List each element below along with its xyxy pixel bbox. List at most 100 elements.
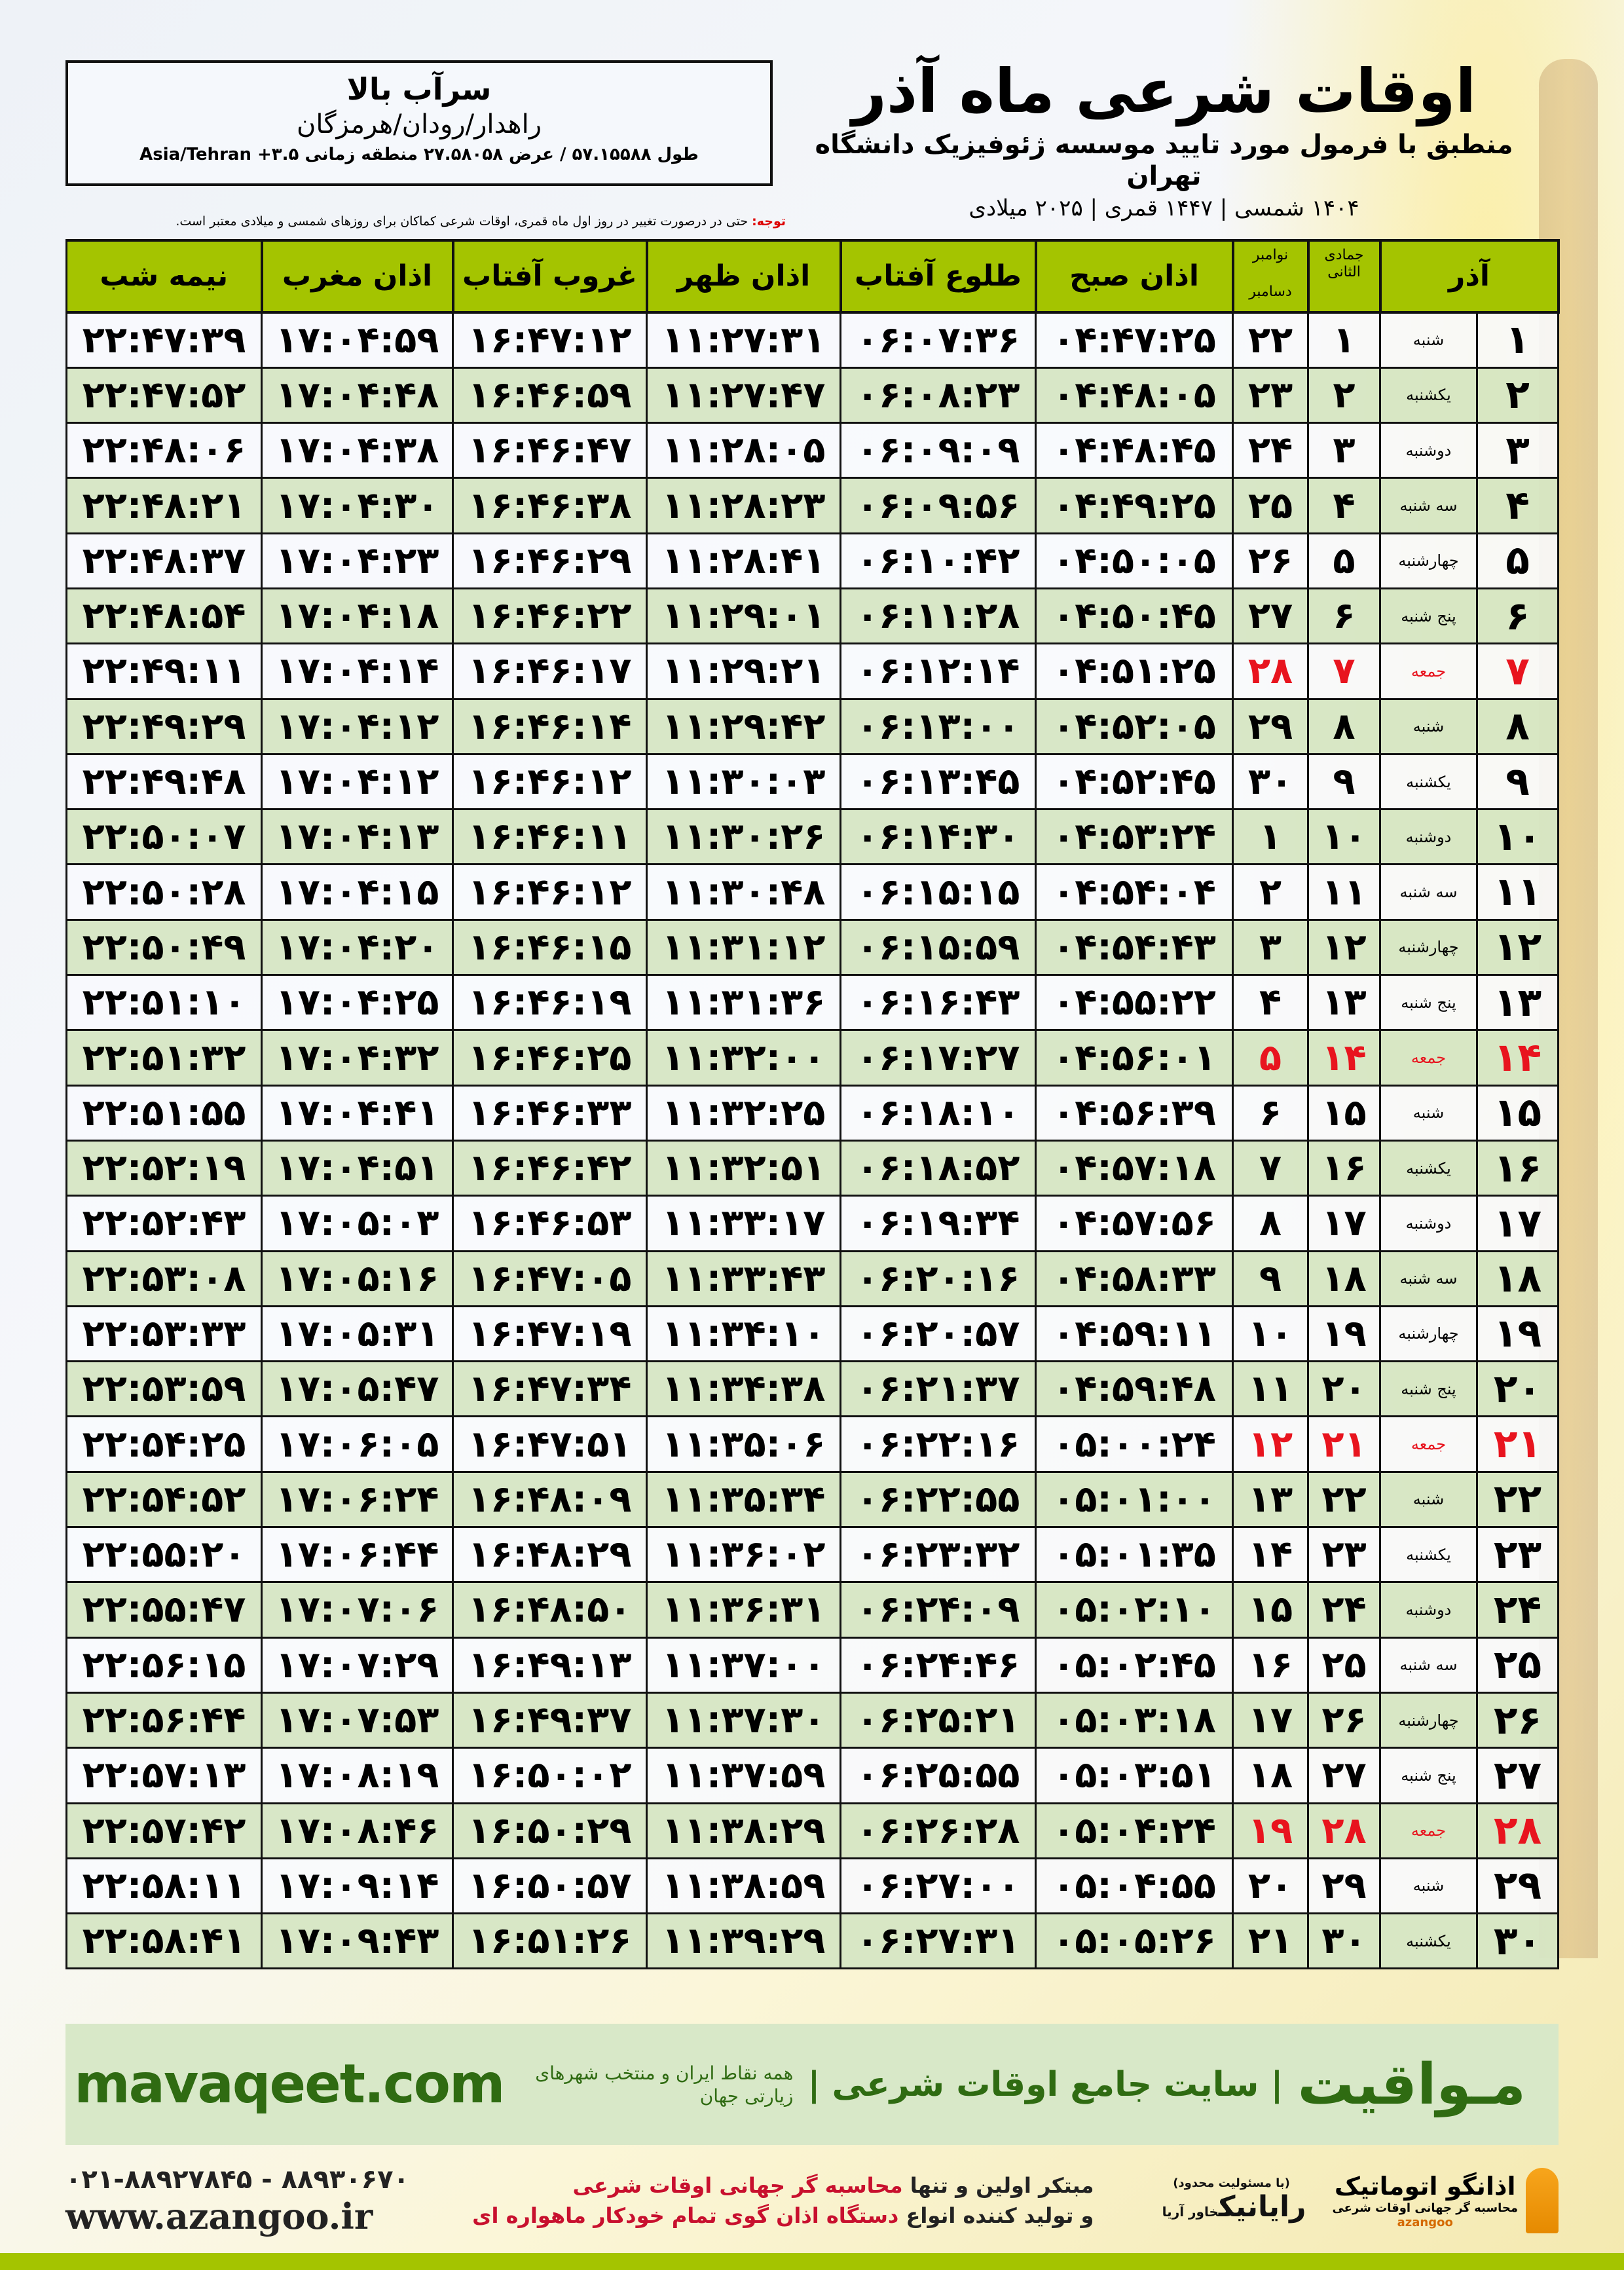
azangoo-en: azangoo (1397, 2215, 1453, 2229)
cell-sunrise: ۰۶:۰۸:۲۳ (840, 366, 1037, 424)
cell-hijri-day: ۹ (1307, 753, 1381, 811)
cell-weekday: جمعه (1379, 1415, 1478, 1473)
cell-maghrib: ۱۷:۰۴:۳۰ (261, 477, 454, 534)
mavaqeet-logo: مـواقیت (1297, 2051, 1526, 2117)
header-sunset: غروب آفتاب (452, 239, 648, 314)
cell-maghrib: ۱۷:۰۴:۴۸ (261, 366, 454, 424)
cell-dhuhr: ۱۱:۲۸:۰۵ (646, 422, 841, 479)
cell-gregorian-day: ۱۴ (1232, 1526, 1309, 1584)
cell-midnight: ۲۲:۵۲:۱۹ (65, 1139, 263, 1197)
cell-weekday: شنبه (1379, 1084, 1478, 1142)
cell-sunset: ۱۶:۴۶:۱۲ (452, 863, 648, 921)
cell-gregorian-day: ۱۸ (1232, 1747, 1309, 1804)
cell-midnight: ۲۲:۵۴:۵۲ (65, 1470, 263, 1529)
cell-hijri-day: ۳۰ (1307, 1912, 1381, 1970)
cell-sunset: ۱۶:۵۰:۲۹ (452, 1802, 648, 1859)
cell-fajr: ۰۴:۵۸:۳۳ (1035, 1250, 1234, 1307)
footer-logos: اذانگو اتوماتیک محاسبه گر جهانی اوقات شر… (1157, 2168, 1559, 2233)
cell-day: ۲۲ (1476, 1470, 1559, 1529)
header-maghrib: اذان مغرب (261, 239, 454, 314)
cell-dhuhr: ۱۱:۳۸:۵۹ (646, 1857, 841, 1915)
table-row: ۱ شنبه ۱ ۲۲ ۰۴:۴۷:۲۵ ۰۶:۰۷:۳۶ ۱۱:۲۷:۳۱ ۱۶:۴۷:۱۲… (65, 311, 1559, 369)
cell-day: ۳۰ (1476, 1912, 1559, 1970)
cell-sunrise: ۰۶:۲۷:۳۱ (840, 1912, 1037, 1970)
cell-hijri-day: ۲۵ (1307, 1636, 1381, 1694)
cell-maghrib: ۱۷:۰۴:۵۱ (261, 1139, 454, 1197)
cell-maghrib: ۱۷:۰۶:۴۴ (261, 1526, 454, 1584)
cell-fajr: ۰۵:۰۱:۳۵ (1035, 1526, 1234, 1584)
region-name: راهدار/رودان/هرمزگان (296, 109, 542, 140)
cell-maghrib: ۱۷:۰۹:۴۳ (261, 1912, 454, 1970)
cell-maghrib: ۱۷:۰۷:۰۶ (261, 1581, 454, 1639)
cell-day: ۲۱ (1476, 1415, 1559, 1473)
azangoo-url[interactable]: www.azangoo.ir (65, 2195, 373, 2237)
cell-fajr: ۰۴:۵۶:۳۹ (1035, 1084, 1234, 1142)
cell-hijri-day: ۲۸ (1307, 1802, 1381, 1859)
cell-sunrise: ۰۶:۱۱:۲۸ (840, 587, 1037, 645)
bottom-strip (0, 2253, 1624, 2270)
cell-midnight: ۲۲:۴۸:۳۷ (65, 532, 263, 589)
cell-midnight: ۲۲:۵۳:۰۸ (65, 1250, 263, 1307)
prayer-times-table: آذر جمادی الثانی نوامبر دسامبر اذان صبح ط… (65, 239, 1560, 1970)
cell-hijri-day: ۱۷ (1307, 1195, 1381, 1252)
cell-sunrise: ۰۶:۲۵:۲۱ (840, 1691, 1037, 1749)
cell-dhuhr: ۱۱:۳۷:۳۰ (646, 1691, 841, 1749)
cell-midnight: ۲۲:۴۸:۰۶ (65, 422, 263, 479)
cell-day: ۲۶ (1476, 1691, 1559, 1749)
cell-gregorian-day: ۲۳ (1232, 366, 1309, 424)
cell-sunset: ۱۶:۴۷:۱۹ (452, 1305, 648, 1363)
cell-gregorian-day: ۲۷ (1232, 587, 1309, 645)
table-row: ۱۸ سه شنبه ۱۸ ۹ ۰۴:۵۸:۳۳ ۰۶:۲۰:۱۶ ۱۱:۳۳:۴۳ ۱۶:۴… (65, 1250, 1559, 1307)
cell-sunrise: ۰۶:۱۵:۱۵ (840, 863, 1037, 921)
cell-midnight: ۲۲:۵۷:۴۲ (65, 1802, 263, 1859)
cell-dhuhr: ۱۱:۳۱:۱۲ (646, 918, 841, 977)
cell-weekday: یکشنبه (1379, 1139, 1478, 1197)
cell-dhuhr: ۱۱:۳۴:۱۰ (646, 1305, 841, 1363)
cell-sunset: ۱۶:۴۷:۰۵ (452, 1250, 648, 1307)
header-greg-top: نوامبر (1252, 247, 1289, 263)
cell-midnight: ۲۲:۴۷:۵۲ (65, 366, 263, 424)
cell-sunrise: ۰۶:۱۹:۳۴ (840, 1195, 1037, 1252)
cell-fajr: ۰۵:۰۲:۴۵ (1035, 1636, 1234, 1694)
cell-hijri-day: ۱۱ (1307, 863, 1381, 921)
cell-fajr: ۰۴:۴۸:۰۵ (1035, 366, 1234, 424)
cell-weekday: شنبه (1379, 1857, 1478, 1915)
cell-sunset: ۱۶:۴۶:۱۹ (452, 974, 648, 1032)
cell-sunrise: ۰۶:۱۸:۵۲ (840, 1139, 1037, 1197)
cell-sunrise: ۰۶:۲۰:۵۷ (840, 1305, 1037, 1363)
cell-sunrise: ۰۶:۱۳:۴۵ (840, 753, 1037, 811)
cell-day: ۱۸ (1476, 1250, 1559, 1307)
cell-weekday: دوشنبه (1379, 1581, 1478, 1639)
cell-day: ۵ (1476, 532, 1559, 589)
cell-day: ۱۵ (1476, 1084, 1559, 1142)
table-row: ۵ چهارشنبه ۵ ۲۶ ۰۴:۵۰:۰۵ ۰۶:۱۰:۴۲ ۱۱:۲۸:۴۱ ۱۶:۴… (65, 532, 1559, 589)
cell-gregorian-day: ۹ (1232, 1250, 1309, 1307)
cell-sunrise: ۰۶:۱۰:۴۲ (840, 532, 1037, 589)
cell-hijri-day: ۲۹ (1307, 1857, 1381, 1915)
cell-hijri-day: ۱۸ (1307, 1250, 1381, 1307)
cell-day: ۲۰ (1476, 1360, 1559, 1418)
cell-fajr: ۰۴:۵۲:۴۵ (1035, 753, 1234, 811)
cell-fajr: ۰۴:۵۰:۴۵ (1035, 587, 1234, 645)
cell-fajr: ۰۴:۵۹:۴۸ (1035, 1360, 1234, 1418)
note: توجه: حتی در درصورت تغییر در روز اول ماه… (65, 214, 786, 229)
table-row: ۱۹ چهارشنبه ۱۹ ۱۰ ۰۴:۵۹:۱۱ ۰۶:۲۰:۵۷ ۱۱:۳۴:۱۰ ۱۶… (65, 1305, 1559, 1363)
cell-hijri-day: ۱۵ (1307, 1084, 1381, 1142)
cell-gregorian-day: ۱۹ (1232, 1802, 1309, 1859)
cell-weekday: سه شنبه (1379, 1250, 1478, 1307)
table-row: ۱۶ یکشنبه ۱۶ ۷ ۰۴:۵۷:۱۸ ۰۶:۱۸:۵۲ ۱۱:۳۲:۵۱ ۱۶:۴۶… (65, 1139, 1559, 1197)
cell-hijri-day: ۸ (1307, 698, 1381, 755)
cell-fajr: ۰۵:۰۳:۵۱ (1035, 1747, 1234, 1804)
cell-weekday: دوشنبه (1379, 422, 1478, 479)
cell-weekday: دوشنبه (1379, 1195, 1478, 1252)
cell-midnight: ۲۲:۴۹:۱۱ (65, 642, 263, 700)
cell-sunrise: ۰۶:۲۶:۲۸ (840, 1802, 1037, 1859)
cell-fajr: ۰۴:۵۶:۰۱ (1035, 1029, 1234, 1087)
header-fajr: اذان صبح (1035, 239, 1234, 314)
cell-sunrise: ۰۶:۲۱:۳۷ (840, 1360, 1037, 1418)
cell-maghrib: ۱۷:۰۶:۰۵ (261, 1415, 454, 1473)
banner-url[interactable]: mavaqeet.com (74, 2053, 505, 2115)
table-row: ۲۳ یکشنبه ۲۳ ۱۴ ۰۵:۰۱:۳۵ ۰۶:۲۳:۳۲ ۱۱:۳۶:۰۲ ۱۶:۴… (65, 1526, 1559, 1584)
cell-dhuhr: ۱۱:۳۷:۰۰ (646, 1636, 841, 1694)
cell-hijri-day: ۲۴ (1307, 1581, 1381, 1639)
